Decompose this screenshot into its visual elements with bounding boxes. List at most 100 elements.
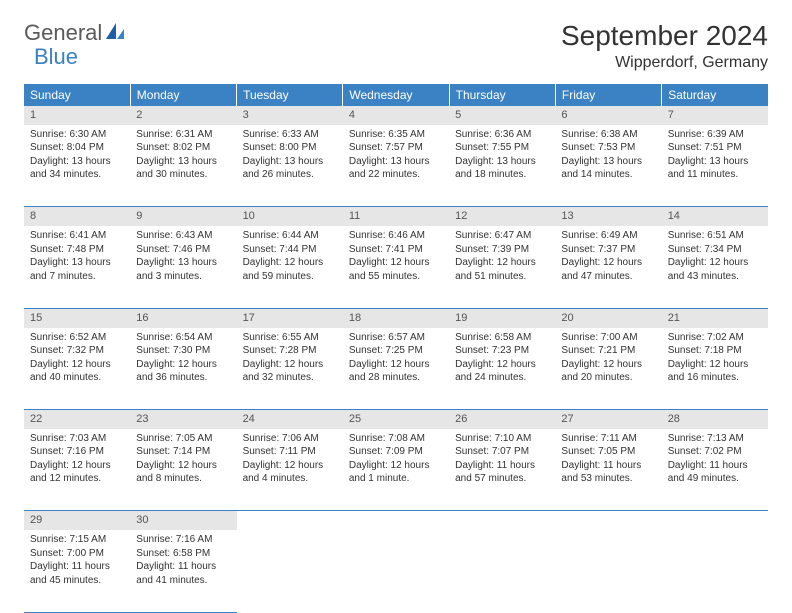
daynum-row: 22232425262728: [24, 410, 768, 429]
sunrise-text: Sunrise: 7:02 AM: [668, 331, 762, 345]
sunset-text: Sunset: 7:21 PM: [561, 344, 655, 358]
month-title: September 2024: [561, 20, 768, 52]
day-cell: Sunrise: 6:35 AMSunset: 7:57 PMDaylight:…: [343, 125, 449, 207]
sunrise-text: Sunrise: 6:44 AM: [243, 229, 337, 243]
day-cell: Sunrise: 7:06 AMSunset: 7:11 PMDaylight:…: [237, 429, 343, 511]
sunrise-text: Sunrise: 7:03 AM: [30, 432, 124, 446]
sunset-text: Sunset: 8:04 PM: [30, 141, 124, 155]
sunrise-text: Sunrise: 6:36 AM: [455, 128, 549, 142]
day-number-cell: 2: [130, 106, 236, 125]
day-cell: Sunrise: 7:03 AMSunset: 7:16 PMDaylight:…: [24, 429, 130, 511]
sunrise-text: Sunrise: 7:10 AM: [455, 432, 549, 446]
day-header: Friday: [555, 84, 661, 106]
logo: General: [24, 20, 128, 46]
day-header: Tuesday: [237, 84, 343, 106]
day-cell: Sunrise: 6:31 AMSunset: 8:02 PMDaylight:…: [130, 125, 236, 207]
sunset-text: Sunset: 7:30 PM: [136, 344, 230, 358]
day-cell: Sunrise: 6:33 AMSunset: 8:00 PMDaylight:…: [237, 125, 343, 207]
sunrise-text: Sunrise: 6:33 AM: [243, 128, 337, 142]
day-cell: Sunrise: 6:49 AMSunset: 7:37 PMDaylight:…: [555, 226, 661, 308]
daylight-text: Daylight: 11 hours and 57 minutes.: [455, 459, 549, 486]
day-number-cell: 30: [130, 511, 236, 530]
day-cell: Sunrise: 6:38 AMSunset: 7:53 PMDaylight:…: [555, 125, 661, 207]
sunrise-text: Sunrise: 6:38 AM: [561, 128, 655, 142]
daylight-text: Daylight: 13 hours and 34 minutes.: [30, 155, 124, 182]
day-cell: Sunrise: 6:51 AMSunset: 7:34 PMDaylight:…: [662, 226, 768, 308]
day-cell: Sunrise: 6:36 AMSunset: 7:55 PMDaylight:…: [449, 125, 555, 207]
day-cell: Sunrise: 6:54 AMSunset: 7:30 PMDaylight:…: [130, 328, 236, 410]
day-number-cell: 27: [555, 410, 661, 429]
sunrise-text: Sunrise: 7:15 AM: [30, 533, 124, 547]
logo-text-part2-wrap: Blue: [36, 44, 78, 70]
daylight-text: Daylight: 12 hours and 20 minutes.: [561, 358, 655, 385]
sunset-text: Sunset: 6:58 PM: [136, 547, 230, 561]
day-number-cell: 8: [24, 207, 130, 226]
day-number-cell: 23: [130, 410, 236, 429]
daylight-text: Daylight: 12 hours and 24 minutes.: [455, 358, 549, 385]
day-number-cell: 3: [237, 106, 343, 125]
daylight-text: Daylight: 12 hours and 51 minutes.: [455, 256, 549, 283]
daylight-text: Daylight: 12 hours and 47 minutes.: [561, 256, 655, 283]
day-number-cell: 18: [343, 308, 449, 327]
day-number-cell: 24: [237, 410, 343, 429]
day-number-cell: 20: [555, 308, 661, 327]
day-cell: Sunrise: 6:58 AMSunset: 7:23 PMDaylight:…: [449, 328, 555, 410]
daylight-text: Daylight: 12 hours and 55 minutes.: [349, 256, 443, 283]
daylight-text: Daylight: 12 hours and 59 minutes.: [243, 256, 337, 283]
sunrise-text: Sunrise: 6:49 AM: [561, 229, 655, 243]
day-cell: Sunrise: 6:43 AMSunset: 7:46 PMDaylight:…: [130, 226, 236, 308]
day-number-cell: [343, 511, 449, 530]
day-content-row: Sunrise: 7:03 AMSunset: 7:16 PMDaylight:…: [24, 429, 768, 511]
sunrise-text: Sunrise: 6:52 AM: [30, 331, 124, 345]
day-cell: Sunrise: 7:13 AMSunset: 7:02 PMDaylight:…: [662, 429, 768, 511]
sunrise-text: Sunrise: 6:39 AM: [668, 128, 762, 142]
sunset-text: Sunset: 7:25 PM: [349, 344, 443, 358]
day-cell: Sunrise: 7:15 AMSunset: 7:00 PMDaylight:…: [24, 530, 130, 612]
day-cell: Sunrise: 7:05 AMSunset: 7:14 PMDaylight:…: [130, 429, 236, 511]
sunset-text: Sunset: 7:55 PM: [455, 141, 549, 155]
day-header: Thursday: [449, 84, 555, 106]
sunrise-text: Sunrise: 6:31 AM: [136, 128, 230, 142]
day-header: Monday: [130, 84, 236, 106]
sunset-text: Sunset: 7:57 PM: [349, 141, 443, 155]
sunset-text: Sunset: 7:23 PM: [455, 344, 549, 358]
day-number-cell: 25: [343, 410, 449, 429]
sunrise-text: Sunrise: 7:11 AM: [561, 432, 655, 446]
logo-text-part1: General: [24, 20, 102, 46]
day-header: Saturday: [662, 84, 768, 106]
day-number-cell: 19: [449, 308, 555, 327]
location-label: Wipperdorf, Germany: [561, 54, 768, 72]
day-cell: [555, 530, 661, 612]
daylight-text: Daylight: 13 hours and 26 minutes.: [243, 155, 337, 182]
day-cell: Sunrise: 7:08 AMSunset: 7:09 PMDaylight:…: [343, 429, 449, 511]
sunrise-text: Sunrise: 6:47 AM: [455, 229, 549, 243]
daylight-text: Daylight: 12 hours and 4 minutes.: [243, 459, 337, 486]
sunset-text: Sunset: 7:09 PM: [349, 445, 443, 459]
sunrise-text: Sunrise: 6:35 AM: [349, 128, 443, 142]
day-number-cell: 15: [24, 308, 130, 327]
sunset-text: Sunset: 7:05 PM: [561, 445, 655, 459]
day-cell: Sunrise: 6:55 AMSunset: 7:28 PMDaylight:…: [237, 328, 343, 410]
day-cell: [662, 530, 768, 612]
day-cell: Sunrise: 6:39 AMSunset: 7:51 PMDaylight:…: [662, 125, 768, 207]
day-content-row: Sunrise: 7:15 AMSunset: 7:00 PMDaylight:…: [24, 530, 768, 612]
day-cell: Sunrise: 6:52 AMSunset: 7:32 PMDaylight:…: [24, 328, 130, 410]
day-cell: Sunrise: 6:41 AMSunset: 7:48 PMDaylight:…: [24, 226, 130, 308]
daylight-text: Daylight: 11 hours and 45 minutes.: [30, 560, 124, 587]
sunrise-text: Sunrise: 7:08 AM: [349, 432, 443, 446]
day-number-cell: [555, 511, 661, 530]
sunset-text: Sunset: 7:07 PM: [455, 445, 549, 459]
day-number-cell: 12: [449, 207, 555, 226]
day-cell: Sunrise: 6:30 AMSunset: 8:04 PMDaylight:…: [24, 125, 130, 207]
daylight-text: Daylight: 13 hours and 7 minutes.: [30, 256, 124, 283]
sunrise-text: Sunrise: 6:43 AM: [136, 229, 230, 243]
sunrise-text: Sunrise: 7:16 AM: [136, 533, 230, 547]
sunset-text: Sunset: 7:48 PM: [30, 243, 124, 257]
sunset-text: Sunset: 7:53 PM: [561, 141, 655, 155]
day-cell: Sunrise: 6:57 AMSunset: 7:25 PMDaylight:…: [343, 328, 449, 410]
daylight-text: Daylight: 12 hours and 12 minutes.: [30, 459, 124, 486]
daylight-text: Daylight: 11 hours and 53 minutes.: [561, 459, 655, 486]
sunset-text: Sunset: 7:51 PM: [668, 141, 762, 155]
day-number-cell: [662, 511, 768, 530]
day-cell: [343, 530, 449, 612]
